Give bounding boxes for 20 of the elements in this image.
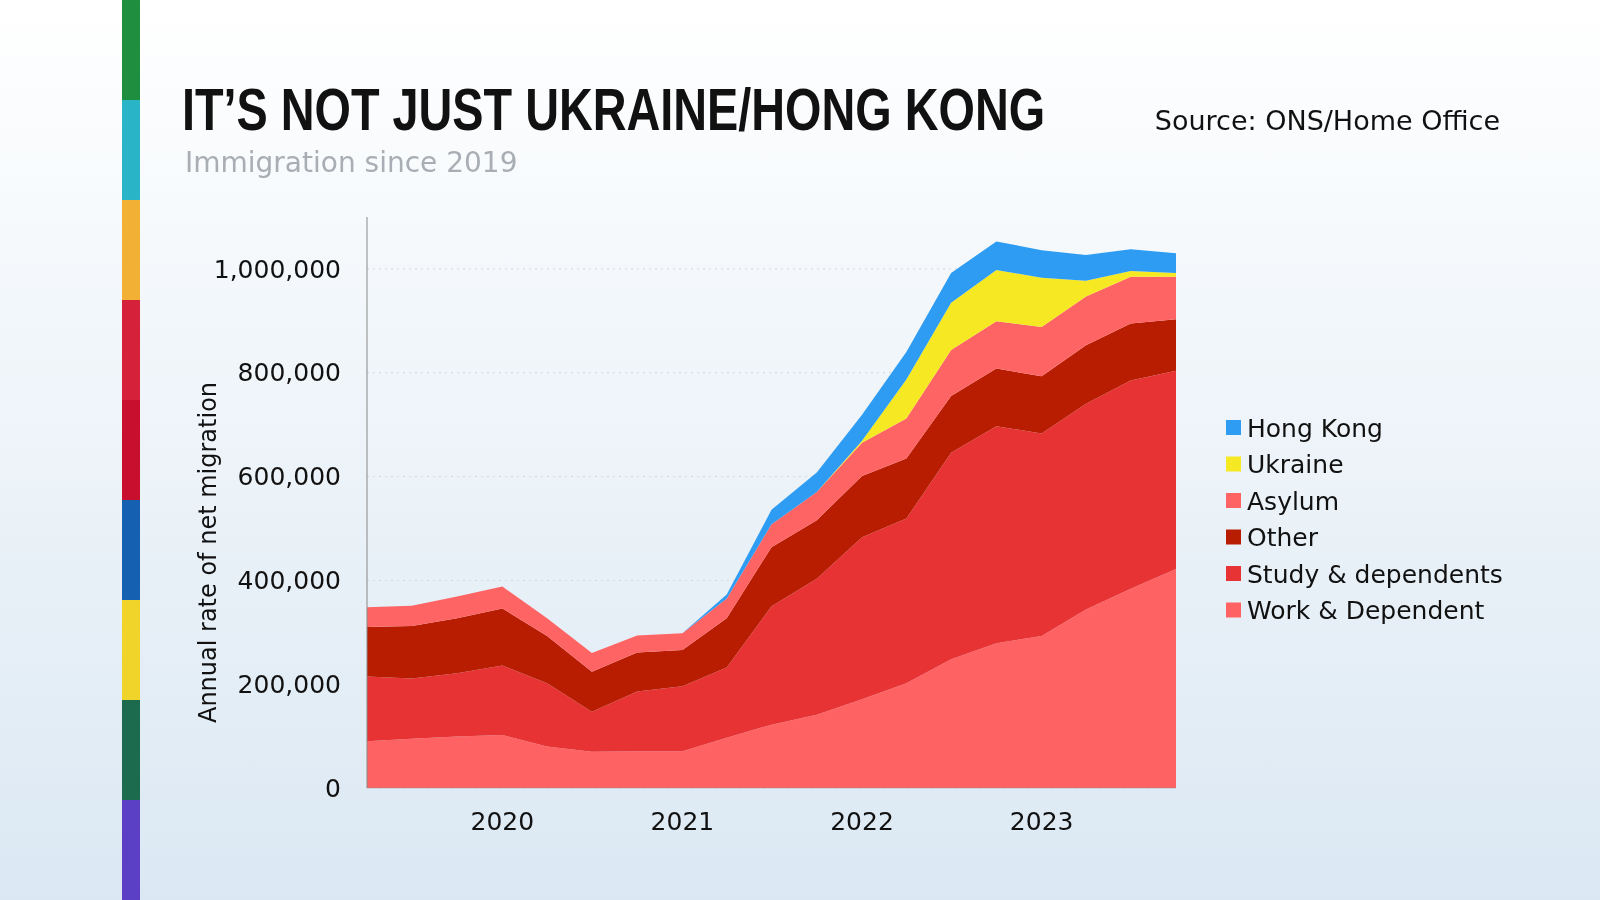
y-axis-title: Annual rate of net migration bbox=[194, 381, 222, 724]
legend-label: Study & dependents bbox=[1247, 559, 1503, 589]
y-tick-label: 200,000 bbox=[237, 669, 341, 699]
x-tick-label: 2023 bbox=[1009, 807, 1074, 836]
chart-title: IT’S NOT JUST UKRAINE/HONG KONG bbox=[182, 75, 1046, 143]
legend-label: Other bbox=[1247, 523, 1319, 553]
source-note: Source: ONS/Home Office bbox=[1154, 105, 1500, 136]
x-tick-label: 2021 bbox=[650, 807, 715, 836]
y-tick-label: 800,000 bbox=[237, 358, 341, 388]
legend-label: Ukraine bbox=[1247, 450, 1344, 480]
chart-subtitle: Immigration since 2019 bbox=[185, 146, 518, 179]
legend-label: Asylum bbox=[1247, 486, 1340, 516]
y-tick-label: 0 bbox=[325, 773, 341, 803]
x-tick-label: 2022 bbox=[830, 807, 894, 836]
y-tick-label: 600,000 bbox=[237, 462, 341, 492]
x-tick-label: 2020 bbox=[470, 807, 535, 836]
legend-label: Work & Dependent bbox=[1247, 596, 1485, 626]
y-tick-label: 400,000 bbox=[237, 566, 341, 596]
y-tick-label: 1,000,000 bbox=[213, 254, 341, 284]
legend-label: Hong Kong bbox=[1247, 413, 1383, 443]
